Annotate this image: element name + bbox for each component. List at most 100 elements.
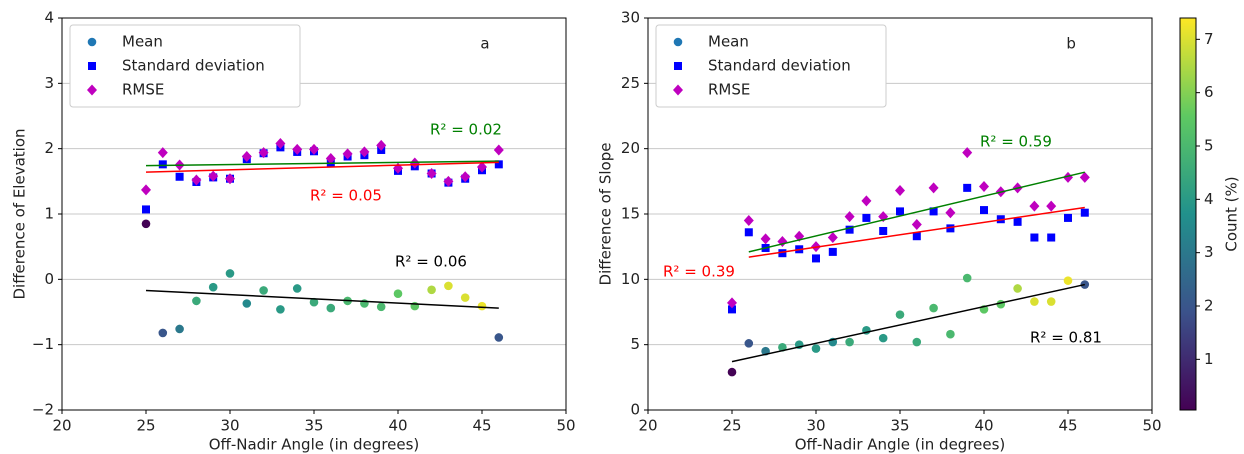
data-point <box>376 139 387 151</box>
panel-label: b <box>1066 35 1076 53</box>
data-point <box>828 247 837 256</box>
legend-label: RMSE <box>708 81 750 99</box>
data-point <box>325 152 336 164</box>
y-tick-label: 2 <box>44 139 54 157</box>
legend-marker <box>673 37 683 47</box>
data-point <box>477 301 487 311</box>
data-point <box>309 143 319 155</box>
colorbar-tick-label: 1 <box>1204 350 1214 368</box>
fit-line <box>145 289 499 309</box>
data-point <box>845 225 854 234</box>
x-tick-label: 30 <box>220 417 239 435</box>
legend-box <box>69 24 301 108</box>
data-point <box>744 228 753 237</box>
colorbar-tick-label: 5 <box>1204 137 1214 155</box>
data-point <box>208 170 219 182</box>
data-point <box>477 161 487 173</box>
y-tick-label: 3 <box>44 74 54 92</box>
data-point <box>443 175 454 187</box>
colorbar-tick-label: 6 <box>1204 83 1214 101</box>
data-point <box>895 310 905 319</box>
data-point <box>879 226 888 235</box>
legend-label: Standard deviation <box>708 57 851 75</box>
data-point <box>225 269 235 278</box>
fit-line <box>748 171 1085 253</box>
x-tick-label: 20 <box>638 417 657 435</box>
data-point <box>242 299 252 308</box>
colorbar-tick-label: 3 <box>1204 243 1214 261</box>
fit-label: R² = 0.06 <box>395 253 467 271</box>
colorbar-tick-label: 4 <box>1204 190 1214 208</box>
data-point <box>727 367 737 377</box>
data-point <box>276 305 285 314</box>
y-tick-label: 25 <box>621 74 640 92</box>
data-point <box>945 207 956 219</box>
colorbar <box>1179 17 1197 411</box>
data-point <box>1046 297 1056 306</box>
data-point <box>208 282 218 292</box>
data-point <box>911 218 922 230</box>
panel-label: a <box>480 35 489 53</box>
fit-line <box>145 161 499 173</box>
data-point <box>241 151 252 163</box>
data-point <box>979 181 989 193</box>
data-point <box>259 286 268 295</box>
legend-marker <box>673 84 683 96</box>
data-point <box>929 303 938 313</box>
data-point <box>1064 213 1072 222</box>
data-point <box>258 147 269 159</box>
data-point <box>192 296 201 306</box>
data-point <box>460 293 470 302</box>
data-point <box>376 302 386 312</box>
data-point <box>946 224 955 233</box>
data-point <box>1030 297 1039 306</box>
y-tick-label: −1 <box>32 335 54 353</box>
x-tick-label: 50 <box>1142 417 1161 435</box>
data-point <box>1063 276 1073 285</box>
legend-box <box>655 24 887 108</box>
data-point <box>158 328 168 338</box>
fit-label: R² = 0.02 <box>430 121 502 139</box>
data-point <box>1080 208 1089 217</box>
data-point <box>727 297 737 309</box>
plot-frame <box>647 17 1153 411</box>
legend-label: RMSE <box>122 81 164 99</box>
x-tick-label: 35 <box>304 417 323 435</box>
data-point <box>427 285 436 295</box>
data-point <box>878 333 888 343</box>
legend-label: Standard deviation <box>122 57 265 75</box>
y-tick-label: 15 <box>621 205 640 223</box>
data-point <box>444 281 453 291</box>
data-point <box>861 195 872 207</box>
data-point <box>158 160 167 169</box>
data-point <box>962 273 972 283</box>
x-tick-label: 25 <box>722 417 741 435</box>
x-axis-label: Off-Nadir Angle (in degrees) <box>795 436 1006 454</box>
data-point <box>494 333 504 342</box>
data-point <box>928 182 939 194</box>
data-point <box>760 233 771 245</box>
data-point <box>157 147 168 159</box>
y-tick-label: −2 <box>32 401 54 419</box>
data-point <box>175 324 184 334</box>
y-axis-label: Difference of Slope <box>597 143 615 286</box>
fit-line <box>145 160 499 167</box>
fit-label: R² = 0.81 <box>1030 329 1102 347</box>
data-point <box>1063 171 1073 183</box>
data-point <box>141 219 151 229</box>
data-point <box>980 206 988 215</box>
legend-marker <box>674 62 682 70</box>
x-tick-label: 45 <box>472 417 491 435</box>
data-point <box>393 289 403 299</box>
fit-label: R² = 0.39 <box>663 263 735 281</box>
data-point <box>946 329 955 339</box>
plot-frame <box>61 17 567 411</box>
y-axis-label: Difference of Elevation <box>11 129 29 300</box>
y-tick-label: 1 <box>44 205 54 223</box>
y-tick-label: 30 <box>621 9 640 27</box>
data-point <box>912 232 921 241</box>
data-point <box>778 249 787 258</box>
data-point <box>743 215 754 227</box>
data-point <box>845 337 854 347</box>
y-tick-label: 0 <box>44 270 54 288</box>
